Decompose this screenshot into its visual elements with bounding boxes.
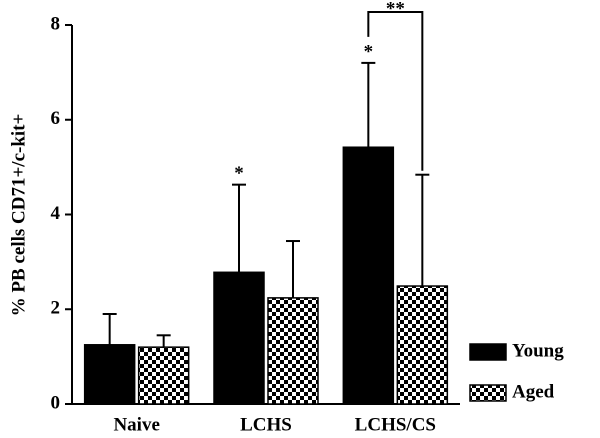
x-tick-label: LCHS <box>240 414 292 435</box>
legend-label: Aged <box>512 381 555 402</box>
significance-bracket <box>367 11 424 171</box>
annotation: * <box>234 163 244 184</box>
bar <box>396 285 449 405</box>
annotation: * <box>364 41 374 62</box>
y-tick-label: 0 <box>51 392 61 413</box>
legend-label: Young <box>512 340 564 361</box>
bar <box>137 346 190 405</box>
bar <box>83 344 136 405</box>
y-tick-label: 4 <box>51 203 61 224</box>
x-tick-label: LCHS/CS <box>355 414 436 435</box>
y-tick-label: 6 <box>51 108 61 129</box>
legend-swatch <box>469 343 507 361</box>
y-tick-label: 8 <box>51 13 61 34</box>
y-tick-label: 2 <box>51 298 61 319</box>
bar <box>267 297 319 405</box>
legend-swatch <box>469 384 507 402</box>
bar <box>342 146 395 405</box>
x-tick-label: Naive <box>113 414 159 435</box>
annotation: ** <box>386 0 405 19</box>
y-axis-label: % PB cells CD71+/c-kit+ <box>8 114 29 317</box>
bar <box>213 271 265 405</box>
